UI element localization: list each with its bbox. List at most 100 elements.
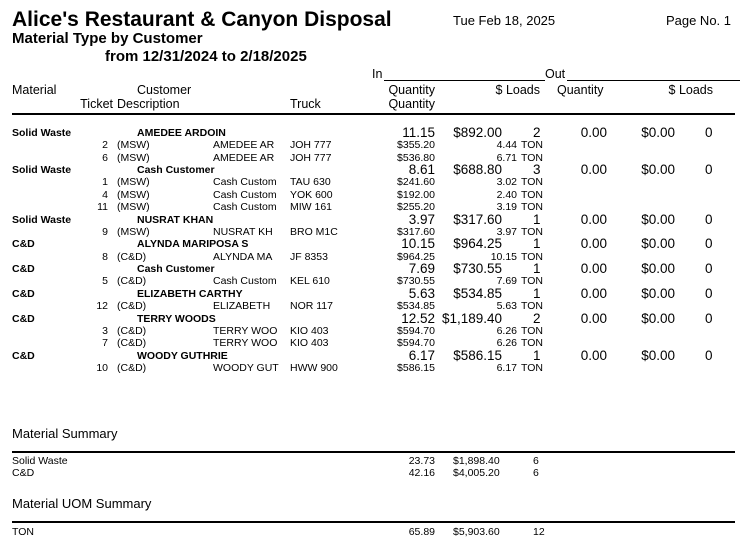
in-amount: $730.55 bbox=[453, 261, 502, 277]
material-code: (C&D) bbox=[117, 300, 147, 313]
material-name: C&D bbox=[12, 349, 35, 362]
ticket-quantity: 4.44 bbox=[496, 139, 517, 152]
in-quantity: 3.97 bbox=[408, 211, 435, 227]
ticket-number: 10 bbox=[96, 362, 108, 375]
ticket-number: 2 bbox=[102, 139, 108, 152]
in-loads: 1 bbox=[533, 236, 541, 252]
ticket-amount: $534.85 bbox=[397, 300, 435, 313]
out-loads: 0 bbox=[705, 347, 713, 363]
material-code: (MSW) bbox=[117, 188, 150, 201]
group-row: C&D ALYNDA MARIPOSA S 10.15 $964.25 1 0.00 $0.… bbox=[0, 236, 745, 252]
ticket-row: 11 (MSW) Cash Custom MIW 161 $255.20 3.19 TON bbox=[0, 202, 745, 214]
group-row: C&D ELIZABETH CARTHY 5.63 $534.85 1 0.00 $0.00… bbox=[0, 285, 745, 301]
ticket-description: ALYNDA MA bbox=[213, 250, 273, 263]
summary-amount: $4,005.20 bbox=[453, 467, 500, 479]
out-loads: 0 bbox=[705, 236, 713, 252]
ticket-number: 11 bbox=[97, 201, 108, 214]
company-name: Alice's Restaurant & Canyon Disposal bbox=[12, 8, 392, 31]
material-name: Solid Waste bbox=[12, 164, 72, 177]
in-loads: 1 bbox=[533, 347, 541, 363]
ticket-number: 1 bbox=[102, 176, 108, 189]
in-quantity: 6.17 bbox=[408, 347, 435, 363]
out-loads: 0 bbox=[705, 211, 713, 227]
in-divider bbox=[384, 80, 545, 81]
summary-loads: 6 bbox=[533, 455, 539, 467]
ticket-row: 2 (MSW) AMEDEE AR JOH 777 $355.20 4.44 TON bbox=[0, 140, 745, 152]
out-amount: $0.00 bbox=[641, 162, 675, 178]
out-quantity: 0.00 bbox=[580, 211, 607, 227]
group-row: Solid Waste Cash Customer 8.61 $688.80 3 0.00… bbox=[0, 162, 745, 178]
material-name: Solid Waste bbox=[12, 213, 72, 226]
material-name: C&D bbox=[12, 287, 35, 300]
in-amount: $586.15 bbox=[453, 347, 502, 363]
ticket-quantity: 2.40 bbox=[496, 188, 517, 201]
ticket-amount: $241.60 bbox=[397, 176, 435, 189]
in-amount: $317.60 bbox=[453, 211, 502, 227]
group-row: Solid Waste AMEDEE ARDOIN 11.15 $892.00 2 0.0… bbox=[0, 125, 745, 140]
summary-name: C&D bbox=[12, 467, 35, 479]
material-code: (C&D) bbox=[117, 250, 147, 263]
in-loads: 2 bbox=[533, 125, 541, 140]
material-header: Material bbox=[12, 83, 57, 97]
out-loads: 0 bbox=[705, 125, 713, 140]
material-code: (MSW) bbox=[117, 201, 150, 214]
summary-loads: 6 bbox=[533, 467, 539, 479]
material-code: (C&D) bbox=[117, 275, 147, 288]
ticket-row: 7 (C&D) TERRY WOO KIO 403 $594.70 6.26 TON bbox=[0, 338, 745, 350]
group-row: C&D TERRY WOODS 12.52 $1,189.40 2 0.00 $0.00 0 bbox=[0, 310, 745, 326]
ticket-description: Cash Custom bbox=[213, 188, 277, 201]
material-code: (MSW) bbox=[117, 139, 150, 152]
in-amount: $1,189.40 bbox=[441, 310, 502, 326]
customer-header: Customer bbox=[137, 83, 192, 97]
in-loads: 2 bbox=[533, 310, 541, 326]
truck-id: JF 8353 bbox=[290, 250, 328, 263]
summary-amount: $1,898.40 bbox=[453, 455, 500, 467]
material-code: (C&D) bbox=[117, 362, 147, 375]
ticket-uom: TON bbox=[521, 188, 543, 201]
customer-name: ALYNDA MARIPOSA S bbox=[137, 238, 249, 251]
out-loads: 0 bbox=[705, 261, 713, 277]
out-quantity: 0.00 bbox=[580, 236, 607, 252]
truck-id: JOH 777 bbox=[290, 151, 332, 164]
ticket-uom: TON bbox=[521, 139, 543, 152]
out-amount: $0.00 bbox=[641, 211, 675, 227]
truck-id: BRO M1C bbox=[290, 225, 338, 238]
ticket-description: NUSRAT KH bbox=[213, 225, 273, 238]
summary-amount: $5,903.60 bbox=[453, 526, 500, 538]
ticket-quantity: 6.17 bbox=[496, 362, 517, 375]
truck-id: HWW 900 bbox=[290, 362, 338, 375]
ticket-description: AMEDEE AR bbox=[213, 139, 275, 152]
report-date: Tue Feb 18, 2025 bbox=[453, 13, 556, 28]
in-amount: $892.00 bbox=[453, 125, 502, 140]
in-quantity-header: Quantity bbox=[388, 83, 435, 97]
ticket-description: Cash Custom bbox=[213, 176, 277, 189]
ticket-amount: $255.20 bbox=[397, 201, 435, 214]
out-header: Out bbox=[545, 67, 566, 81]
in-loads: 1 bbox=[533, 285, 541, 301]
ticket-amount: $730.55 bbox=[397, 275, 435, 288]
customer-name: Cash Customer bbox=[137, 263, 215, 276]
ticket-amount: $594.70 bbox=[397, 337, 435, 350]
ticket-header: Ticket bbox=[80, 97, 113, 111]
ticket-row: 6 (MSW) AMEDEE AR JOH 777 $536.80 6.71 TON bbox=[0, 153, 745, 165]
truck-id: KIO 403 bbox=[290, 324, 329, 337]
summary-quantity: 23.73 bbox=[408, 455, 435, 467]
ticket-quantity: 3.19 bbox=[496, 201, 517, 214]
ticket-number: 9 bbox=[102, 225, 108, 238]
material-code: (C&D) bbox=[117, 324, 147, 337]
ticket-row: 8 (C&D) ALYNDA MA JF 8353 $964.25 10.15 TON bbox=[0, 252, 745, 264]
ticket-amount: $594.70 bbox=[397, 324, 435, 337]
ticket-amount: $964.25 bbox=[397, 250, 435, 263]
out-amount: $0.00 bbox=[641, 347, 675, 363]
in-quantity: 10.15 bbox=[401, 236, 435, 252]
summary-quantity: 65.89 bbox=[408, 526, 435, 538]
ticket-quantity: 3.02 bbox=[496, 176, 517, 189]
out-quantity: 0.00 bbox=[580, 162, 607, 178]
material-name: C&D bbox=[12, 312, 35, 325]
ticket-quantity: 6.26 bbox=[496, 324, 517, 337]
ticket-description: AMEDEE AR bbox=[213, 151, 275, 164]
description-header: Description bbox=[117, 97, 180, 111]
summary-quantity: 42.16 bbox=[408, 467, 435, 479]
ticket-description: ELIZABETH bbox=[213, 300, 271, 313]
in-loads-header: $ Loads bbox=[495, 83, 540, 97]
